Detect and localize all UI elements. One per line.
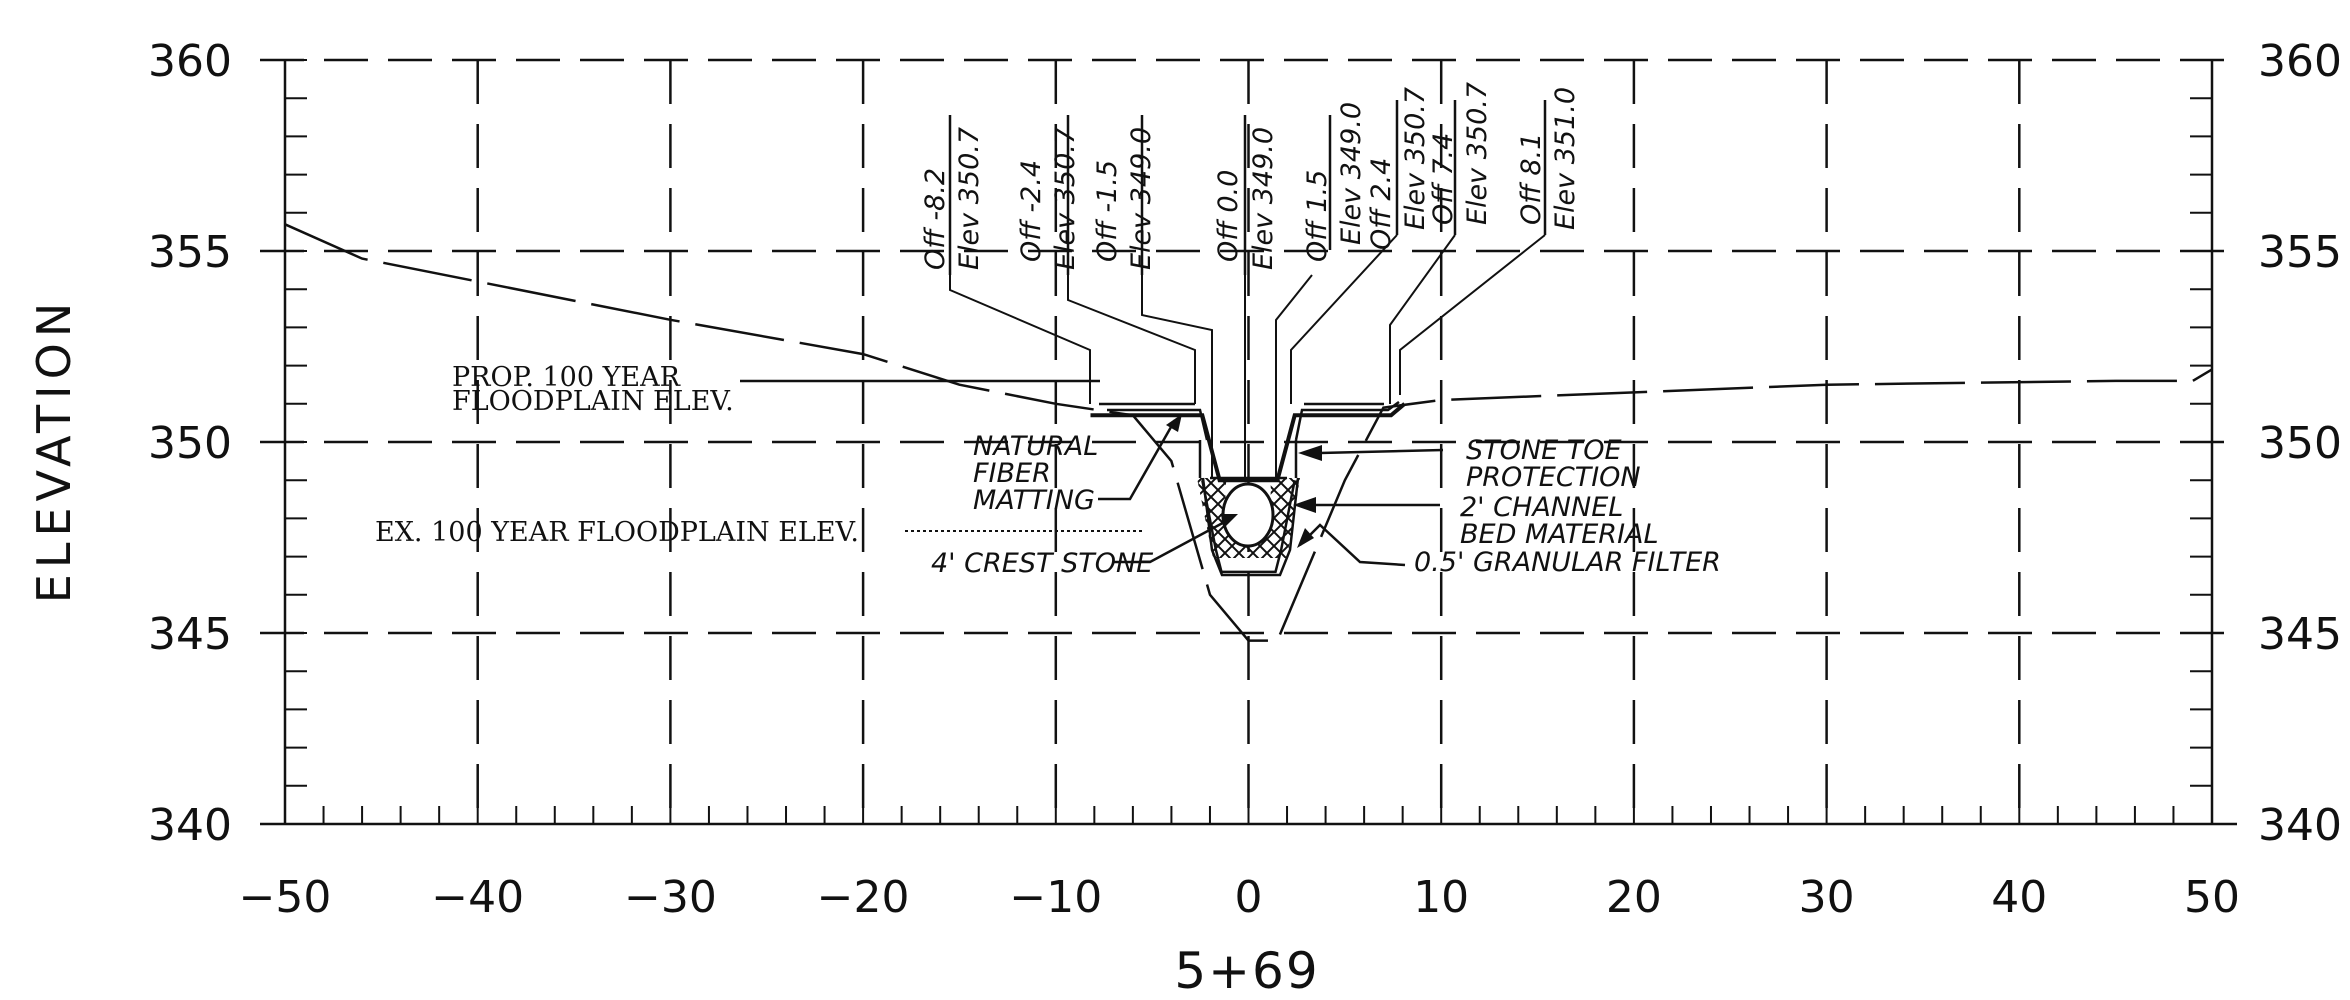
- x-tick-label: 20: [1606, 872, 1662, 923]
- matting-line-left: [1099, 402, 1209, 441]
- y-tick-label-left: 345: [148, 609, 232, 660]
- offset-leaders: [949, 234, 1546, 478]
- callout-arrowheads: [1166, 414, 1322, 548]
- x-tick-label: −30: [624, 872, 717, 923]
- prop-floodplain-label-1: PROP. 100 YEAR: [452, 362, 681, 393]
- offset-label-rules: [948, 100, 1547, 275]
- natural-matting-leader: [1098, 419, 1177, 501]
- y-tick-label-right: 355: [2258, 227, 2342, 278]
- crest-label: 4' CREST STONE: [931, 548, 1153, 579]
- granular-filter-leader: [1299, 523, 1406, 567]
- x-tick-label: 40: [1991, 872, 2047, 923]
- off-label-3: Off -1.5: [1092, 160, 1123, 262]
- channel-bed-hatch: [1197, 478, 1300, 558]
- granular-label: 0.5' GRANULAR FILTER: [1414, 547, 1721, 578]
- y-tick-label-right: 350: [2258, 418, 2342, 469]
- natural-label-2: FIBER: [973, 458, 1051, 489]
- y-axis-title: ELEVATION: [27, 297, 81, 603]
- channel-bed-arrowhead: [1293, 497, 1316, 513]
- offset-labels: Off -8.2 Elev 350.7 Off -2.4 Elev 350.7 …: [920, 82, 1581, 270]
- natural-label-1: NATURAL: [973, 431, 1098, 462]
- y-tick-label-left: 340: [148, 800, 232, 851]
- elev-label-7: Elev 350.7: [1462, 82, 1493, 225]
- y-tick-label-right: 340: [2258, 800, 2342, 851]
- station-label: 5+69: [1174, 942, 1319, 1000]
- y-tick-label-left: 355: [148, 227, 232, 278]
- crest-stone-leader: [1112, 516, 1233, 564]
- x-tick-label: −10: [1009, 872, 1102, 923]
- stone-toe-leader: [1319, 448, 1444, 455]
- callout-leaders: [1098, 419, 1444, 567]
- section-details: [1099, 400, 1400, 577]
- elev-label-2: Elev 350.7: [1050, 127, 1081, 270]
- elev-label-5: Elev 349.0: [1336, 102, 1367, 245]
- x-tick-label: −20: [817, 872, 910, 923]
- elev-label-4: Elev 349.0: [1248, 127, 1279, 270]
- x-tick-label: 10: [1413, 872, 1469, 923]
- axis-ticks: [284, 59, 2213, 825]
- x-tick-label: 0: [1235, 872, 1263, 923]
- x-axis-labels: −50 −40 −30 −20 −10 0 10 20 30 40 50: [239, 872, 2240, 923]
- x-tick-label: 30: [1799, 872, 1855, 923]
- y-axis-labels: 340 340 345 345 350 350 355 355 360 360: [148, 36, 2342, 851]
- off-label-2: Off -2.4: [1016, 160, 1047, 262]
- filter-outline: [1201, 477, 1300, 577]
- channel-inner-wall: [1198, 440, 1298, 480]
- crest-arrowhead: [1220, 514, 1238, 526]
- y-tick-label-left: 350: [148, 418, 232, 469]
- stone-toe-label-2: PROTECTION: [1466, 462, 1641, 493]
- channel-bed-label-1: 2' CHANNEL: [1460, 492, 1623, 523]
- channel-bed-label-2: BED MATERIAL: [1460, 519, 1659, 550]
- off-label-4: Off 0.0: [1213, 170, 1244, 262]
- y-tick-label-right: 345: [2258, 609, 2342, 660]
- y-tick-label-left: 360: [148, 36, 232, 87]
- stone-toe-arrowhead: [1298, 445, 1322, 461]
- off-label-8: Off 8.1: [1516, 133, 1547, 225]
- granular-arrowhead: [1297, 528, 1314, 548]
- elev-label-8: Elev 351.0: [1550, 87, 1581, 230]
- stone-toe-label-1: STONE TOE: [1466, 435, 1622, 466]
- x-tick-label: −40: [431, 872, 524, 923]
- series-existing-ground: [284, 223, 2213, 642]
- off-label-7: Off 7.4: [1428, 133, 1459, 225]
- elev-label-1: Elev 350.7: [954, 127, 985, 270]
- series-channel-bottom: [1201, 479, 1296, 574]
- matting-line-right: [1294, 400, 1400, 441]
- elev-label-6: Elev 350.7: [1400, 87, 1431, 230]
- matting-arrowhead: [1166, 414, 1182, 432]
- natural-label-3: MATTING: [973, 485, 1095, 516]
- elev-label-3: Elev 349.0: [1126, 127, 1157, 270]
- x-tick-label: −50: [239, 872, 332, 923]
- prop-floodplain-label-2: FLOODPLAIN ELEV.: [452, 386, 734, 417]
- off-label-1: Off -8.2: [920, 168, 951, 270]
- ex-floodplain-label: EX. 100 YEAR FLOODPLAIN ELEV.: [375, 517, 859, 548]
- y-tick-label-right: 360: [2258, 36, 2342, 87]
- off-label-5: Off 1.5: [1302, 170, 1333, 262]
- x-tick-label: 50: [2184, 872, 2240, 923]
- off-label-6: Off 2.4: [1366, 158, 1397, 250]
